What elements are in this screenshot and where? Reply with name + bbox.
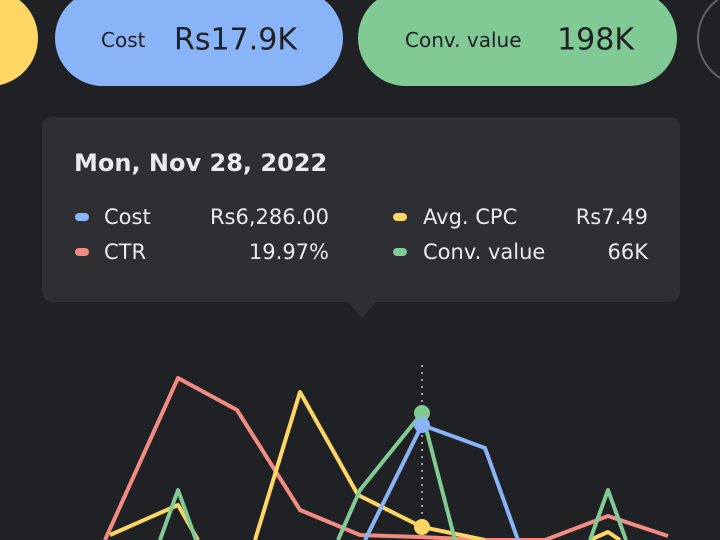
cpc-line	[589, 530, 622, 540]
tooltip-value: 19.97%	[248, 240, 329, 264]
hover-point	[414, 405, 430, 421]
metric-pill[interactable]: Conv. value 198K	[358, 0, 677, 86]
pill-value: Rs17.9K	[174, 22, 297, 58]
hover-point	[414, 519, 430, 535]
legend-dot	[393, 248, 407, 256]
conv-line	[588, 488, 628, 540]
cost-line	[363, 423, 520, 540]
ctr-line	[103, 376, 669, 540]
metric-pill[interactable]: Cost Rs17.9K	[55, 0, 343, 86]
tooltip-label: Conv. value	[423, 240, 546, 264]
legend-dot	[75, 248, 89, 256]
tooltip-arrow	[348, 302, 376, 318]
tooltip-value: 66K	[607, 240, 649, 264]
tooltip-label: CTR	[104, 240, 147, 264]
pill-label: Conv. value	[405, 28, 522, 52]
pill-value: 198K	[557, 22, 634, 58]
legend-dot	[393, 213, 407, 221]
tooltip-label: Avg. CPC	[423, 205, 518, 229]
tooltip-date: Mon, Nov 28, 2022	[74, 149, 328, 177]
conv-line	[336, 411, 457, 540]
conv-line	[158, 488, 198, 540]
pill-label: Cost	[101, 28, 146, 52]
legend-dot	[75, 213, 89, 221]
tooltip-value: Rs7.49	[575, 205, 648, 229]
tooltip-label: Cost	[104, 205, 151, 229]
tooltip: Mon, Nov 28, 2022 Cost Rs6,286.00 CTR 19…	[42, 117, 680, 302]
hover-point	[414, 417, 430, 433]
tooltip-value: Rs6,286.00	[209, 205, 329, 229]
